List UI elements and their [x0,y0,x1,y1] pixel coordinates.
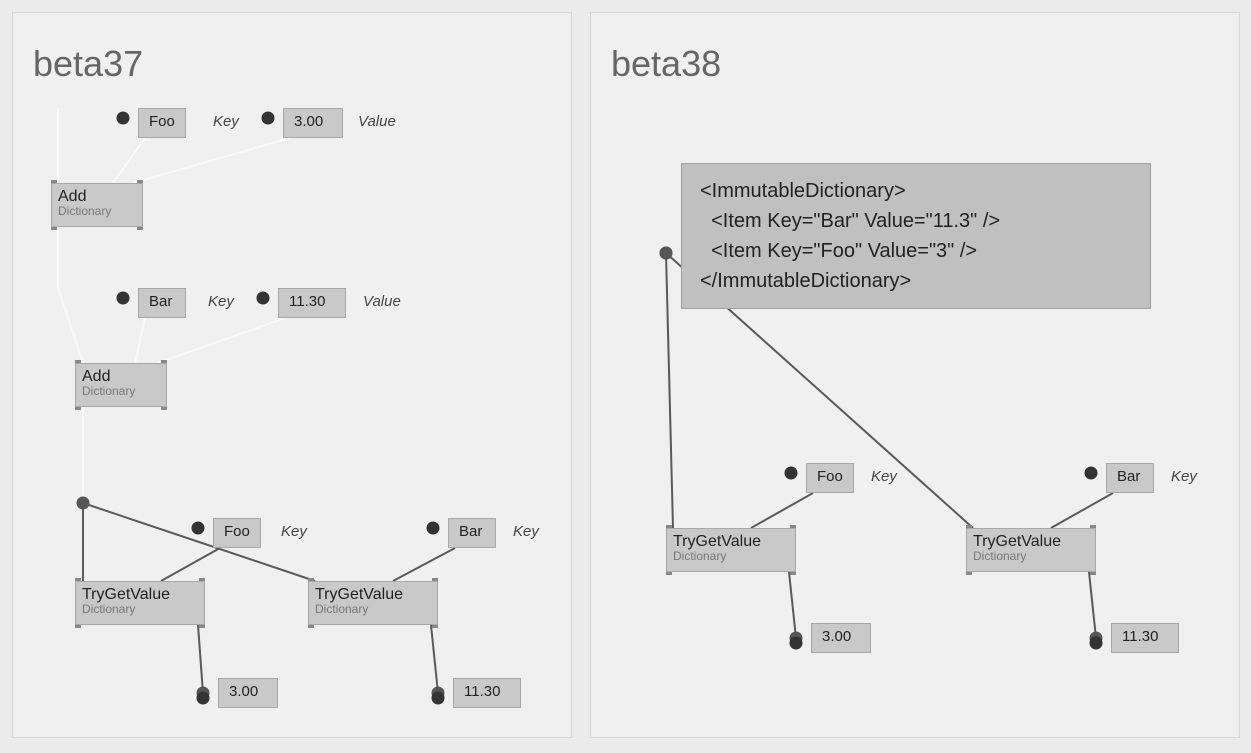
pin-dot [660,247,672,259]
wire [133,138,290,183]
pin-label: Key [208,293,234,310]
pin-dot [790,632,802,644]
pin-dot [197,687,209,699]
wire [83,503,315,581]
node-subtitle: Dictionary [58,204,134,218]
node-add1[interactable]: AddDictionary [51,183,143,227]
pin-label: Value [358,113,396,130]
pin-dot [1090,632,1102,644]
pin-label: Key [213,113,239,130]
wire [666,253,673,528]
pin-dot [1085,467,1097,479]
pin-label: Key [871,468,897,485]
node-subtitle: Dictionary [82,384,158,398]
pin-dot [427,522,439,534]
pin-dot [192,522,204,534]
iobox-rfoo[interactable]: Foo [806,463,854,493]
pin-dot [660,247,672,259]
panel: beta37 Foo 3.00 Key Value AddDictionary Bar 11.… [12,12,572,738]
iobox-rout2[interactable]: 11.30 [1111,623,1179,653]
node-subtitle: Dictionary [673,549,787,563]
pin-dot [1090,637,1102,649]
pin-dot [432,687,444,699]
pin-dot [117,112,129,124]
wire [58,288,83,363]
node-tgv2[interactable]: TryGetValueDictionary [308,581,438,625]
pin-label: Key [1171,468,1197,485]
pin-label: Value [363,293,401,310]
panel-title: beta37 [33,43,143,85]
wire [1089,572,1096,638]
panel: beta38 <ImmutableDictionary> <Item Key="B… [590,12,1240,738]
wire [431,625,438,693]
iobox-val1[interactable]: 3.00 [283,108,343,138]
pin-dot [77,497,89,509]
pin-dot [790,637,802,649]
panel-title: beta38 [611,43,721,85]
pin-dot [785,467,797,479]
wire [393,548,455,581]
node-rtgv2[interactable]: TryGetValueDictionary [966,528,1096,572]
node-tgv1[interactable]: TryGetValueDictionary [75,581,205,625]
iobox-out1[interactable]: 3.00 [218,678,278,708]
wire [789,572,796,638]
wire [198,625,203,693]
pin-dot [197,692,209,704]
iobox-bar2[interactable]: Bar [448,518,496,548]
code-box[interactable]: <ImmutableDictionary> <Item Key="Bar" Va… [681,163,1151,309]
iobox-foo2[interactable]: Foo [213,518,261,548]
wire [1051,493,1113,528]
iobox-rout1[interactable]: 3.00 [811,623,871,653]
wire [751,493,813,528]
wire [161,548,220,581]
node-subtitle: Dictionary [973,549,1087,563]
pin-label: Key [281,523,307,540]
node-rtgv1[interactable]: TryGetValueDictionary [666,528,796,572]
iobox-val2[interactable]: 11.30 [278,288,346,318]
wire [113,138,145,183]
iobox-bar1[interactable]: Bar [138,288,186,318]
wire [135,318,145,363]
iobox-rbar[interactable]: Bar [1106,463,1154,493]
pin-dot [262,112,274,124]
wire [158,318,285,363]
iobox-foo1[interactable]: Foo [138,108,186,138]
node-subtitle: Dictionary [315,602,429,616]
pin-label: Key [513,523,539,540]
pin-dot [117,292,129,304]
iobox-out2[interactable]: 11.30 [453,678,521,708]
node-add2[interactable]: AddDictionary [75,363,167,407]
pin-dot [257,292,269,304]
pin-dot [432,692,444,704]
node-subtitle: Dictionary [82,602,196,616]
